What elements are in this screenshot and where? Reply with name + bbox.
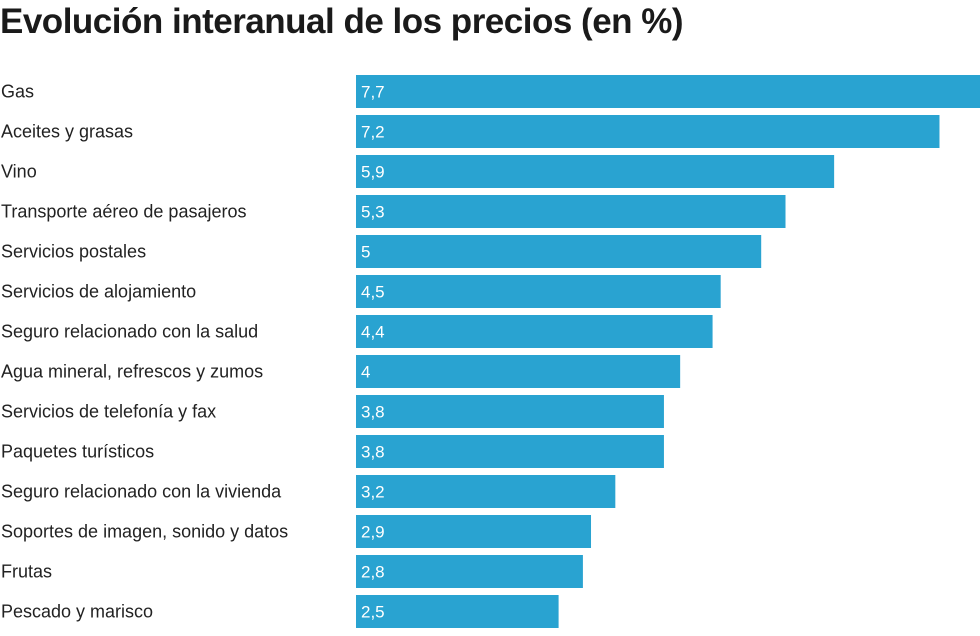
- value-label: 2,9: [361, 523, 385, 542]
- value-label: 4,5: [361, 283, 385, 302]
- value-label: 3,8: [361, 443, 385, 462]
- category-label: Frutas: [1, 562, 52, 582]
- bar: [356, 475, 616, 508]
- category-label: Seguro relacionado con la salud: [1, 322, 258, 342]
- value-label: 5,9: [361, 163, 385, 182]
- value-label: 7,7: [361, 83, 385, 102]
- value-label: 5,3: [361, 203, 385, 222]
- value-label: 5: [361, 243, 370, 262]
- bar: [356, 75, 980, 108]
- category-label: Pescado y marisco: [1, 602, 153, 622]
- bar: [356, 355, 681, 388]
- bar: [356, 515, 592, 548]
- category-label: Gas: [1, 82, 34, 102]
- bar: [356, 155, 835, 188]
- value-label: 3,8: [361, 403, 385, 422]
- value-label: 4: [361, 363, 370, 382]
- bar: [356, 395, 664, 428]
- category-label: Aceites y grasas: [1, 122, 133, 142]
- category-label: Vino: [1, 162, 37, 182]
- bar: [356, 195, 786, 228]
- bar: [356, 555, 583, 588]
- value-label: 4,4: [361, 323, 385, 342]
- chart-title: Evolución interanual de los precios (en …: [0, 2, 684, 41]
- category-label: Servicios postales: [1, 242, 146, 262]
- bar: [356, 115, 940, 148]
- category-label: Soportes de imagen, sonido y datos: [1, 522, 288, 542]
- bar: [356, 315, 713, 348]
- bar: [356, 595, 559, 628]
- bar: [356, 275, 721, 308]
- value-label: 2,8: [361, 563, 385, 582]
- value-label: 7,2: [361, 123, 385, 142]
- bar: [356, 235, 762, 268]
- category-label: Servicios de alojamiento: [1, 282, 196, 302]
- category-label: Servicios de telefonía y fax: [1, 402, 216, 422]
- category-label: Seguro relacionado con la vivienda: [1, 482, 282, 502]
- bar: [356, 435, 664, 468]
- value-label: 3,2: [361, 483, 385, 502]
- category-label: Transporte aéreo de pasajeros: [1, 202, 246, 222]
- value-label: 2,5: [361, 603, 385, 622]
- category-label: Paquetes turísticos: [1, 442, 154, 462]
- category-label: Agua mineral, refrescos y zumos: [1, 362, 263, 382]
